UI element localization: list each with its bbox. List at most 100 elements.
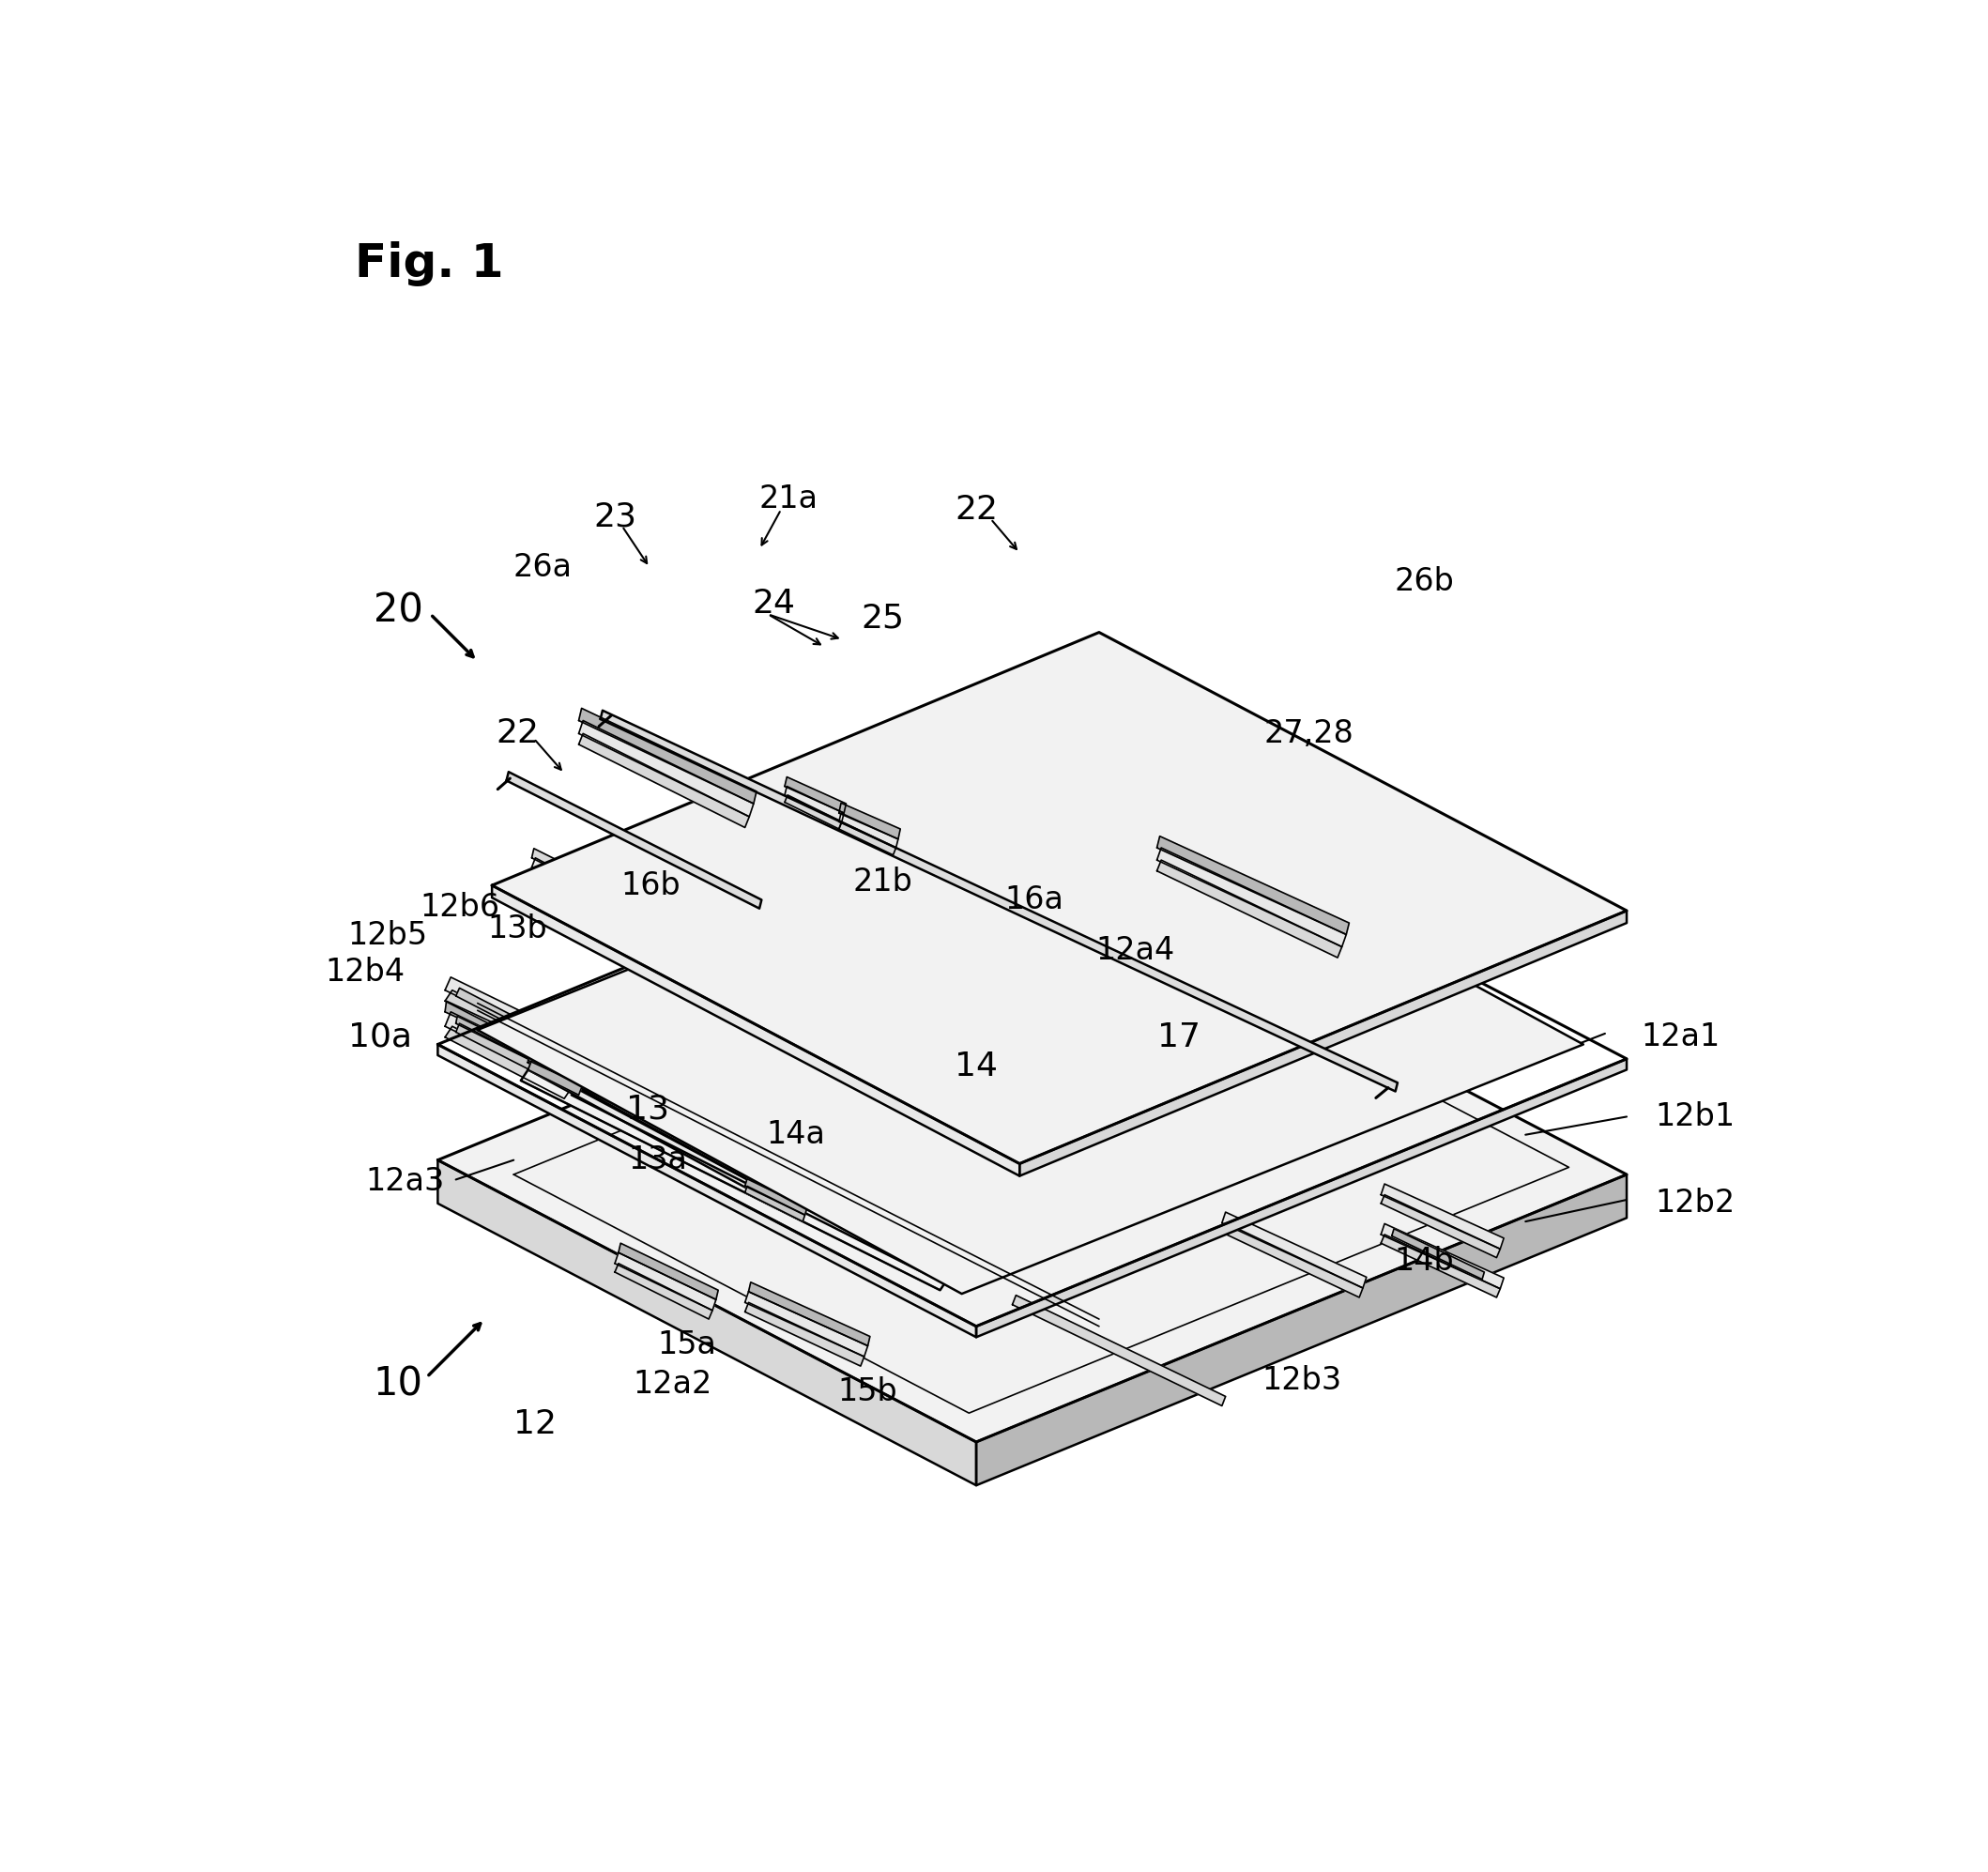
Polygon shape [759, 987, 911, 1067]
Polygon shape [1382, 1234, 1501, 1297]
Text: 26a: 26a [513, 552, 573, 582]
Polygon shape [437, 1045, 976, 1337]
Text: 27,28: 27,28 [1264, 719, 1354, 749]
Text: 22: 22 [495, 717, 539, 749]
Polygon shape [445, 977, 577, 1052]
Polygon shape [529, 1056, 793, 1204]
Polygon shape [445, 990, 571, 1063]
Polygon shape [1223, 1222, 1364, 1297]
Polygon shape [531, 874, 614, 923]
Text: 10: 10 [374, 1365, 423, 1404]
Text: 12b6: 12b6 [419, 891, 499, 923]
Polygon shape [579, 721, 753, 816]
Polygon shape [905, 1022, 1016, 1082]
Polygon shape [1034, 1046, 1125, 1099]
Text: 12b2: 12b2 [1656, 1189, 1736, 1219]
Text: 13b: 13b [487, 914, 547, 943]
Text: 12a3: 12a3 [366, 1166, 445, 1198]
Polygon shape [1034, 1063, 1127, 1114]
Polygon shape [445, 1013, 577, 1088]
Polygon shape [531, 884, 610, 932]
Polygon shape [618, 1243, 718, 1299]
Text: 12b1: 12b1 [1656, 1101, 1736, 1133]
Text: 20: 20 [374, 592, 423, 631]
Polygon shape [1034, 1073, 1125, 1123]
Polygon shape [1157, 859, 1342, 958]
Polygon shape [785, 777, 847, 812]
Text: 25: 25 [861, 603, 905, 635]
Text: 22: 22 [954, 494, 998, 526]
Text: 15b: 15b [837, 1376, 899, 1408]
Text: Fig. 1: Fig. 1 [354, 241, 503, 286]
Polygon shape [1012, 1295, 1225, 1406]
Text: 16a: 16a [1004, 884, 1064, 915]
Text: 10a: 10a [348, 1022, 412, 1054]
Polygon shape [608, 923, 761, 1009]
Polygon shape [531, 857, 610, 908]
Text: 12a2: 12a2 [632, 1368, 712, 1400]
Polygon shape [579, 734, 749, 827]
Polygon shape [839, 812, 899, 848]
Polygon shape [1223, 1211, 1366, 1288]
Polygon shape [491, 633, 1626, 1164]
Polygon shape [839, 822, 897, 856]
Text: 21a: 21a [759, 483, 817, 515]
Text: 26b: 26b [1394, 565, 1455, 597]
Polygon shape [455, 988, 557, 1046]
Polygon shape [1020, 910, 1626, 1176]
Text: 13: 13 [626, 1093, 668, 1125]
Text: 16b: 16b [620, 870, 682, 900]
Polygon shape [1157, 848, 1346, 947]
Polygon shape [1382, 1194, 1501, 1258]
Polygon shape [1382, 1183, 1503, 1249]
Text: 17: 17 [1157, 1022, 1201, 1054]
Polygon shape [1382, 1224, 1503, 1288]
Polygon shape [839, 803, 901, 839]
Polygon shape [445, 1002, 579, 1073]
Text: 12a1: 12a1 [1642, 1022, 1720, 1052]
Polygon shape [455, 1016, 559, 1073]
Polygon shape [1034, 1037, 1127, 1090]
Polygon shape [1157, 837, 1350, 934]
Polygon shape [445, 1026, 571, 1099]
Polygon shape [529, 1063, 791, 1211]
Polygon shape [521, 1069, 948, 1290]
Polygon shape [437, 893, 1626, 1441]
Polygon shape [529, 1050, 584, 1086]
Polygon shape [600, 709, 1398, 1091]
Text: 24: 24 [751, 588, 795, 620]
Text: 12b5: 12b5 [348, 921, 427, 951]
Polygon shape [437, 1161, 976, 1484]
Text: 12b4: 12b4 [326, 957, 406, 988]
Polygon shape [976, 1060, 1626, 1337]
Polygon shape [759, 998, 909, 1078]
Polygon shape [746, 1292, 869, 1357]
Polygon shape [491, 885, 1020, 1176]
Polygon shape [785, 786, 845, 822]
Polygon shape [531, 848, 614, 899]
Text: 15a: 15a [658, 1329, 716, 1359]
Text: 21b: 21b [853, 867, 912, 897]
Polygon shape [614, 1264, 712, 1320]
Text: 14b: 14b [1394, 1245, 1455, 1277]
Polygon shape [785, 796, 841, 829]
Polygon shape [579, 708, 757, 803]
Polygon shape [746, 1179, 807, 1215]
Polygon shape [455, 1024, 557, 1082]
Polygon shape [976, 1174, 1626, 1484]
Text: 12b3: 12b3 [1262, 1365, 1342, 1397]
Text: 23: 23 [592, 500, 636, 534]
Polygon shape [529, 1060, 582, 1095]
Polygon shape [507, 771, 761, 908]
Polygon shape [614, 1252, 716, 1310]
Text: 12: 12 [513, 1408, 557, 1440]
Polygon shape [749, 1282, 871, 1346]
Polygon shape [1392, 1228, 1485, 1279]
Polygon shape [746, 1303, 865, 1367]
Polygon shape [477, 781, 1582, 1294]
Polygon shape [521, 1048, 948, 1269]
Polygon shape [746, 1187, 805, 1222]
Text: 13a: 13a [628, 1144, 688, 1176]
Text: 12a4: 12a4 [1095, 934, 1175, 966]
Text: 14a: 14a [765, 1119, 825, 1149]
